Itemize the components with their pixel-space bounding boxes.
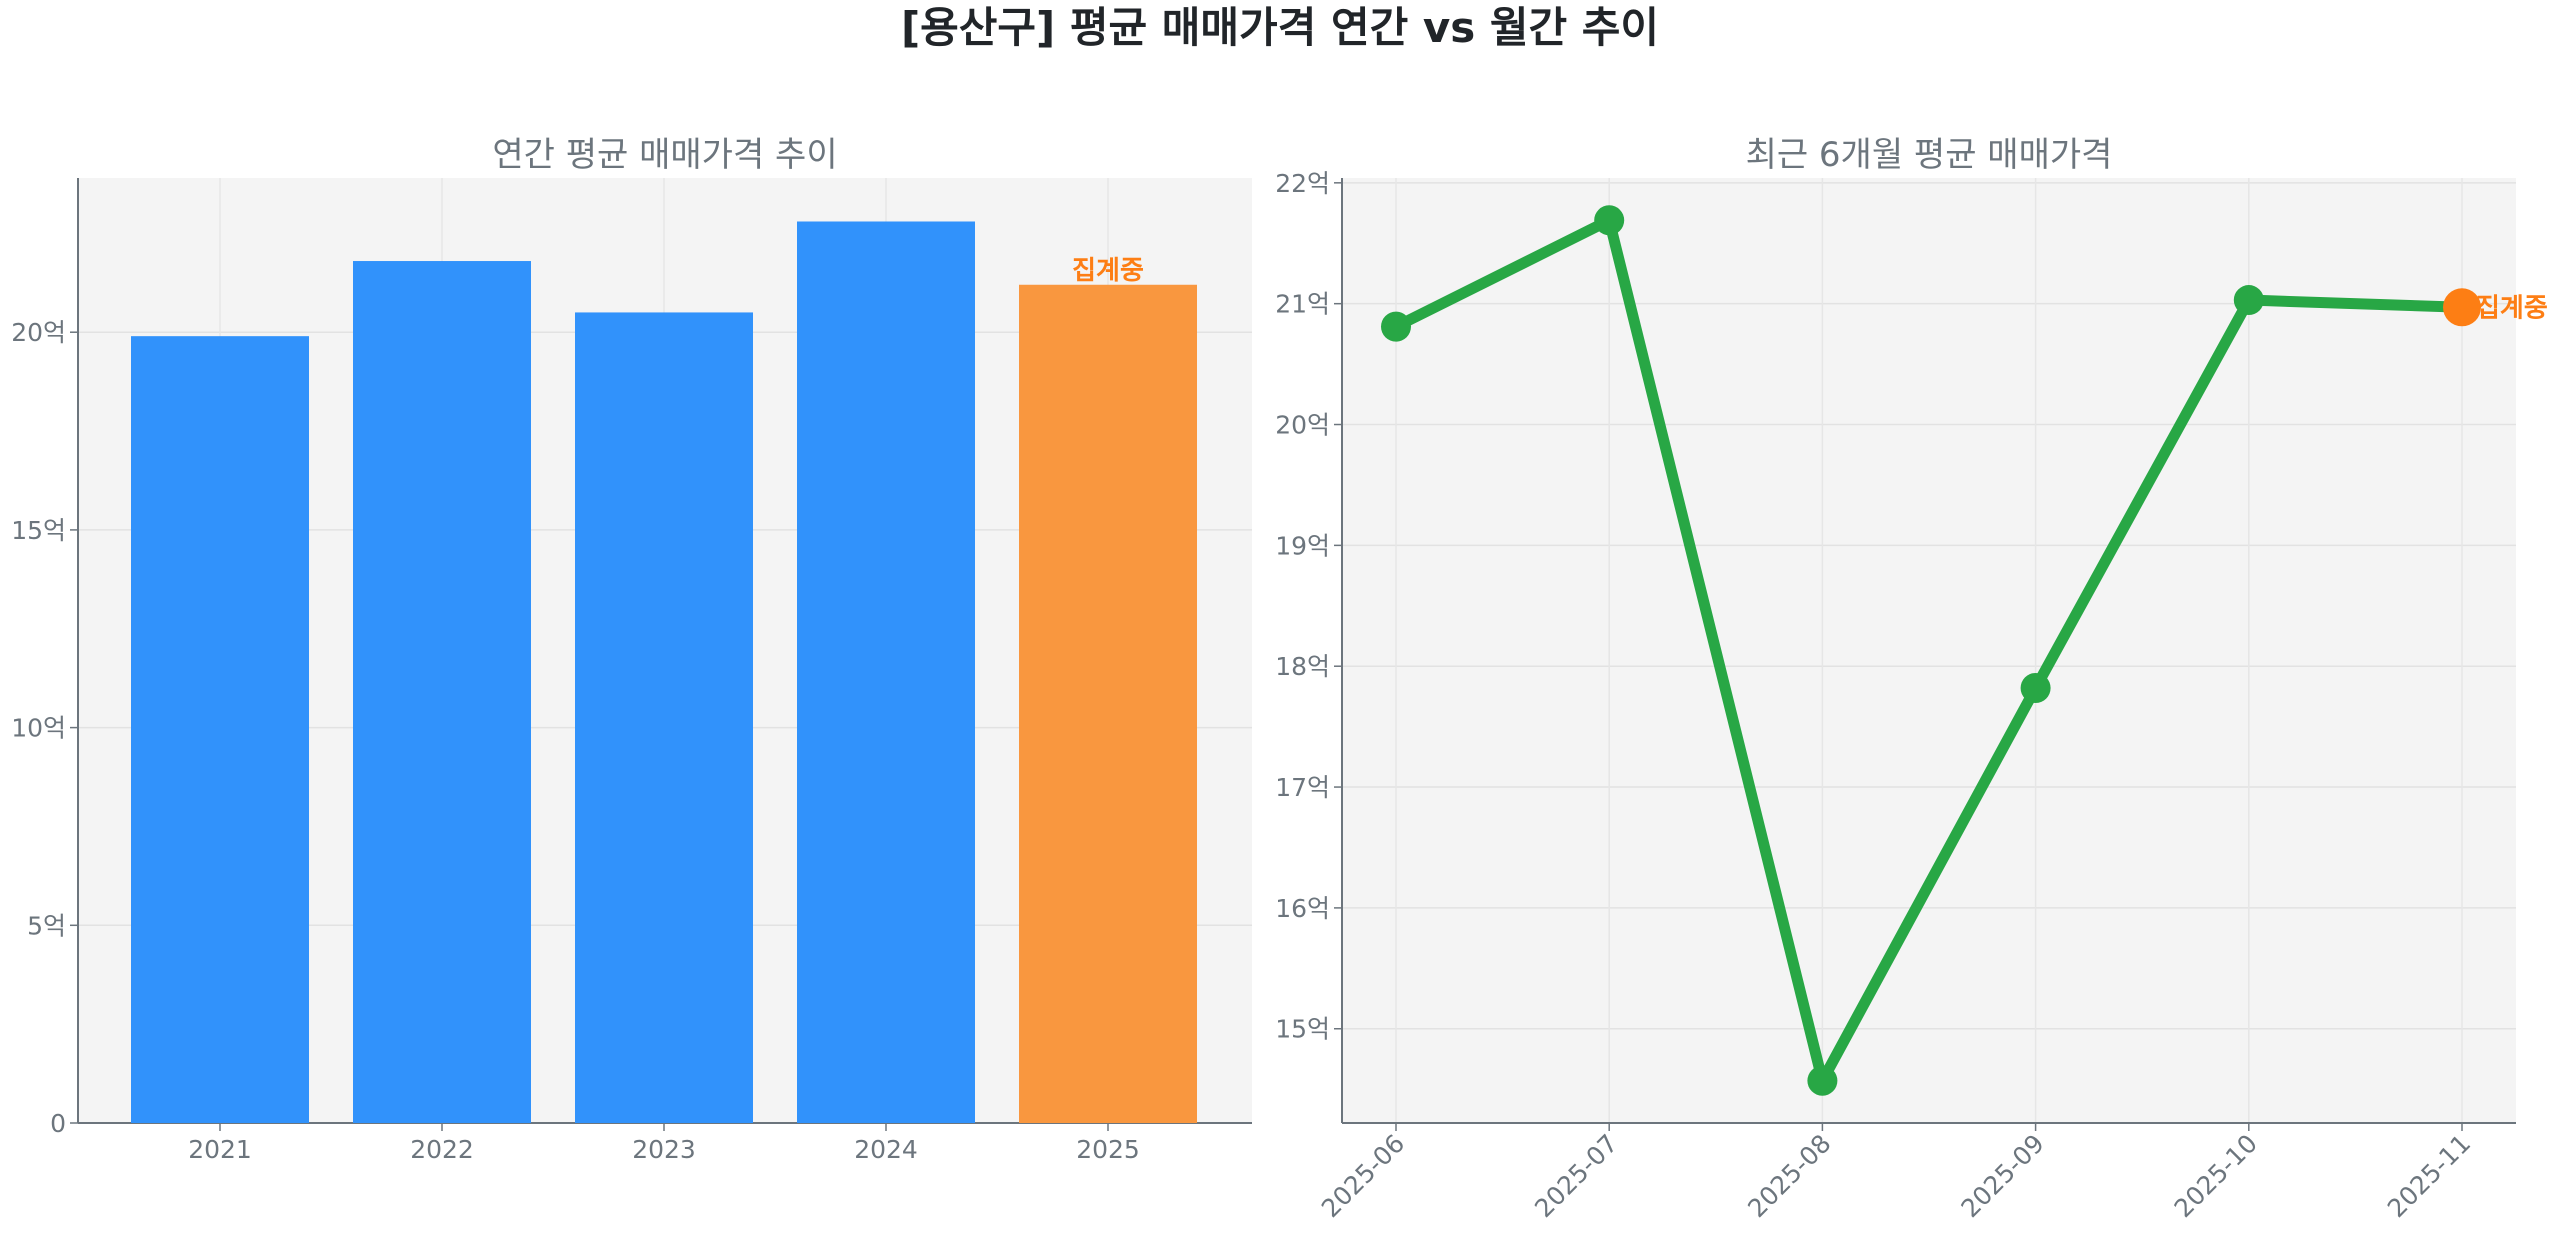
x-tick-label: 2025-09 — [1955, 1129, 2049, 1223]
bar-partial — [1019, 284, 1197, 1123]
y-tick-label: 15억 — [1275, 1015, 1330, 1044]
x-tick-label: 2024 — [854, 1135, 918, 1164]
data-point — [2233, 285, 2264, 316]
data-point — [1594, 205, 1625, 236]
bar — [797, 221, 975, 1124]
data-point — [1381, 311, 1411, 342]
y-tick-label: 10억 — [11, 714, 66, 743]
figure-title: [용산구] 평균 매매가격 연간 vs 월간 추이 — [901, 3, 1659, 52]
y-tick-label: 22억 — [1275, 169, 1330, 198]
x-tick-label: 2025-06 — [1316, 1129, 1410, 1223]
y-tick-label: 20억 — [11, 318, 66, 347]
y-tick-label: 21억 — [1275, 290, 1330, 319]
x-tick-label: 2025 — [1076, 1135, 1140, 1164]
bar — [131, 336, 309, 1123]
partial-annotation: 집계중 — [2476, 293, 2548, 323]
y-tick-label: 20억 — [1275, 411, 1330, 440]
annual-bar-chart: 0 5억 10억 15억 20억 연간 평균 매매가격 추이 2021 2022 2023 202… — [11, 135, 1252, 1164]
y-tick-label: 0 — [50, 1109, 66, 1138]
x-tick-label: 2025-11 — [2382, 1129, 2476, 1223]
x-tick-label: 2023 — [632, 1135, 696, 1164]
data-point — [1807, 1065, 1838, 1096]
y-tick-label: 17억 — [1275, 773, 1330, 802]
chart-title: 연간 평균 매매가격 추이 — [492, 135, 837, 175]
x-tick-label: 2025-08 — [1742, 1129, 1836, 1223]
x-tick-label: 2022 — [410, 1135, 474, 1164]
y-tick-label: 15억 — [11, 516, 66, 545]
monthly-line-chart: 15억 16억 17억 18억 19억 20억 21억 22억 최근 6개월 평균 매매가격 20… — [1275, 135, 2548, 1223]
x-tick-label: 2021 — [188, 1135, 252, 1164]
plot-area — [1342, 178, 2516, 1123]
y-tick-label: 18억 — [1275, 652, 1330, 681]
data-point — [2020, 672, 2051, 703]
partial-marker — [2443, 288, 2481, 327]
x-tick-label: 2025-07 — [1529, 1129, 1623, 1223]
y-tick-label: 16억 — [1275, 894, 1330, 923]
chart-title: 최근 6개월 평균 매매가격 — [1746, 135, 2113, 175]
series-line — [1393, 214, 2463, 1087]
partial-annotation: 집계중 — [1072, 256, 1144, 286]
y-tick-label: 19억 — [1275, 531, 1330, 560]
y-tick-label: 5억 — [27, 911, 66, 940]
bar — [353, 261, 531, 1124]
x-tick-label: 2025-10 — [2169, 1129, 2263, 1223]
bar — [575, 312, 753, 1123]
